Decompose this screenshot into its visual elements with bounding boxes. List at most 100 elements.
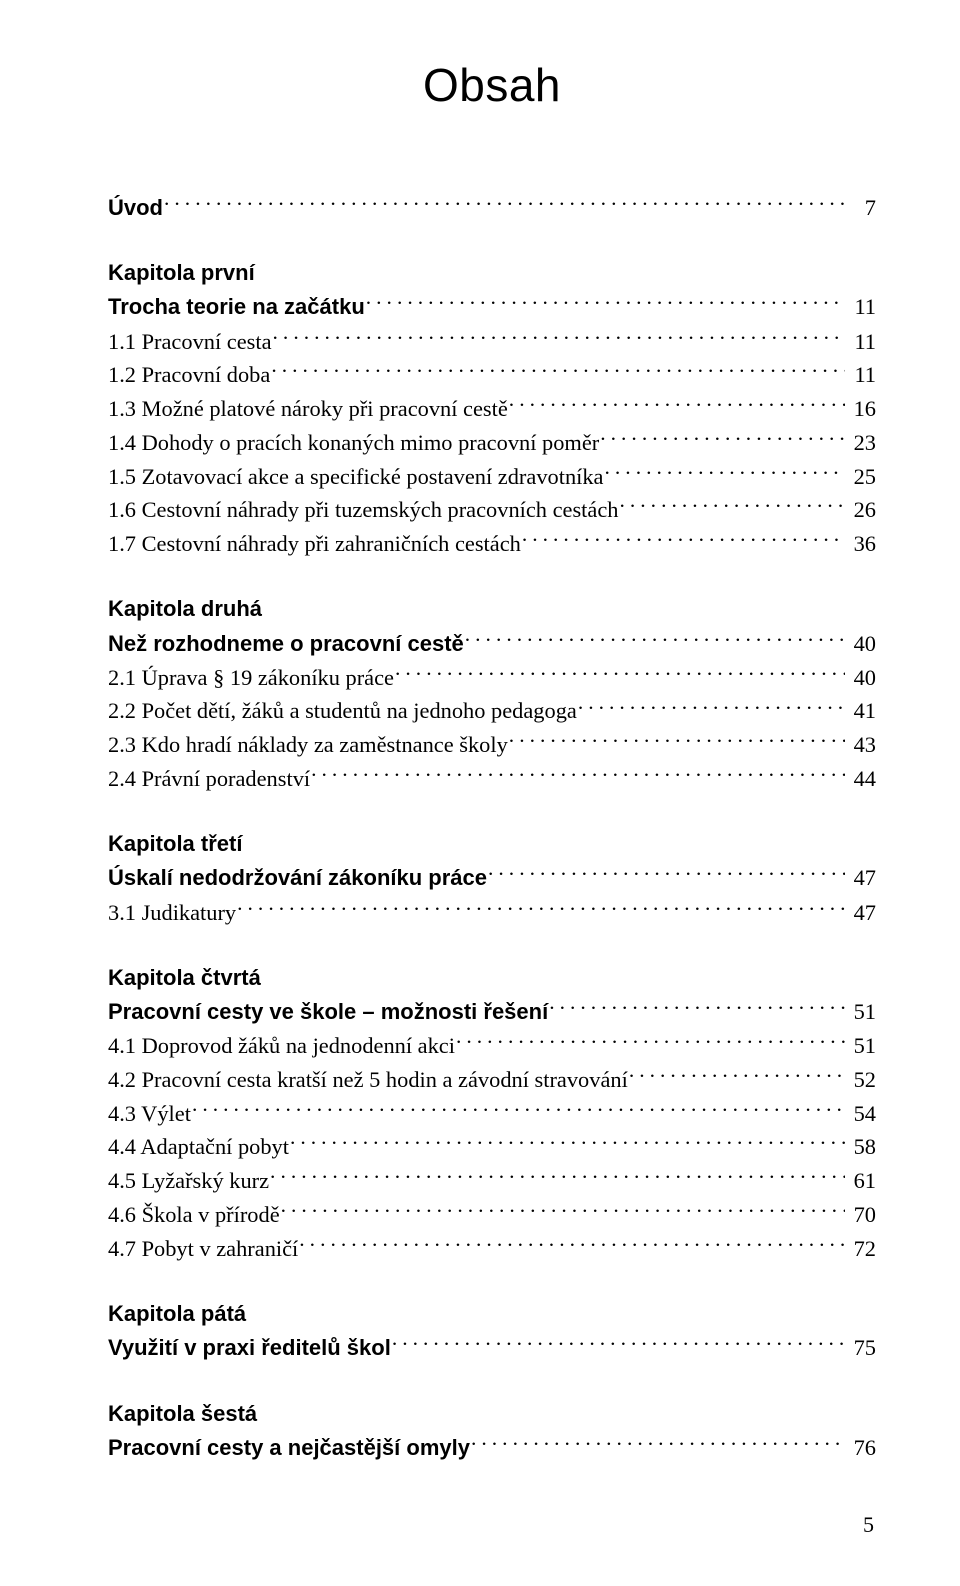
chapter-heading: Kapitola třetí xyxy=(108,828,876,861)
toc-entry-page: 76 xyxy=(848,1431,876,1464)
toc-row: 3.1 Judikatury 47 xyxy=(108,895,876,929)
dot-leader xyxy=(271,358,845,383)
dot-leader xyxy=(605,459,846,484)
chapter-heading: Kapitola šestá xyxy=(108,1398,876,1431)
toc-entry-label: 2.2 Počet dětí, žáků a studentů na jedno… xyxy=(108,694,577,727)
toc-entry-label: Úvod xyxy=(108,192,163,225)
toc-entry-page: 61 xyxy=(848,1164,876,1197)
toc-entry-label: 1.4 Dohody o pracích konaných mimo praco… xyxy=(108,426,599,459)
toc-entry-page: 40 xyxy=(848,627,876,660)
toc-entry-label: 4.5 Lyžařský kurz xyxy=(108,1164,269,1197)
toc-entry-page: 54 xyxy=(848,1097,876,1130)
toc-entry-page: 25 xyxy=(848,460,876,493)
toc-entry-label: Využití v praxi ředitelů škol xyxy=(108,1332,391,1365)
toc-entry-page: 11 xyxy=(848,290,876,323)
dot-leader xyxy=(509,728,845,753)
toc-row: 4.4 Adaptační pobyt 58 xyxy=(108,1130,876,1164)
toc-row: 1.6 Cestovní náhrady při tuzemských prac… xyxy=(108,493,876,527)
chapter-heading: Kapitola čtvrtá xyxy=(108,962,876,995)
dot-leader xyxy=(522,527,845,552)
toc-entry-label: 4.1 Doprovod žáků na jednodenní akci xyxy=(108,1029,455,1062)
toc-row: Pracovní cesty a nejčastější omyly76 xyxy=(108,1430,876,1464)
dot-leader xyxy=(392,1330,845,1355)
toc-row: Úskalí nedodržování zákoníku práce 47 xyxy=(108,861,876,895)
toc-row: Úvod 7 xyxy=(108,190,876,224)
chapter-heading: Kapitola první xyxy=(108,257,876,290)
toc-entry-label: 4.3 Výlet xyxy=(108,1097,191,1130)
toc-entry-page: 44 xyxy=(848,762,876,795)
toc-row: Využití v praxi ředitelů škol 75 xyxy=(108,1330,876,1364)
toc-entry-label: 4.6 Škola v přírodě xyxy=(108,1198,280,1231)
page-title: Obsah xyxy=(108,58,876,112)
toc-entry-page: 70 xyxy=(848,1198,876,1231)
toc-entry-label: 1.6 Cestovní náhrady při tuzemských prac… xyxy=(108,493,618,526)
toc-row: Trocha teorie na začátku11 xyxy=(108,290,876,324)
dot-leader xyxy=(237,895,845,920)
toc-entry-page: 23 xyxy=(848,426,876,459)
toc-entry-label: 1.2 Pracovní doba xyxy=(108,358,270,391)
chapter-heading: Kapitola pátá xyxy=(108,1298,876,1331)
dot-leader xyxy=(192,1096,845,1121)
toc-entry-page: 72 xyxy=(848,1232,876,1265)
toc-entry-page: 41 xyxy=(848,694,876,727)
toc-entry-label: 1.7 Cestovní náhrady při zahraničních ce… xyxy=(108,527,521,560)
toc-entry-label: Než rozhodneme o pracovní cestě xyxy=(108,628,464,661)
toc-entry-label: 2.1 Úprava § 19 zákoníku práce xyxy=(108,661,394,694)
toc-entry-label: 4.7 Pobyt v zahraničí xyxy=(108,1232,298,1265)
toc-entry-page: 58 xyxy=(848,1130,876,1163)
page-number: 5 xyxy=(108,1512,876,1538)
toc-row: 2.1 Úprava § 19 zákoníku práce 40 xyxy=(108,660,876,694)
toc-entry-page: 51 xyxy=(848,1029,876,1062)
dot-leader xyxy=(549,994,845,1019)
toc-entry-page: 47 xyxy=(848,861,876,894)
dot-leader xyxy=(456,1028,845,1053)
toc-entry-label: 1.1 Pracovní cesta xyxy=(108,325,272,358)
toc-entry-label: Pracovní cesty ve škole – možnosti řešen… xyxy=(108,996,548,1029)
toc-row: 4.3 Výlet 54 xyxy=(108,1096,876,1130)
dot-leader xyxy=(311,761,845,786)
toc-entry-page: 52 xyxy=(848,1063,876,1096)
toc-entry-label: 1.5 Zotavovací akce a specifické postave… xyxy=(108,460,604,493)
toc-entry-label: 4.2 Pracovní cesta kratší než 5 hodin a … xyxy=(108,1063,628,1096)
toc-entry-page: 11 xyxy=(848,358,876,391)
toc-row: 2.4 Právní poradenství 44 xyxy=(108,761,876,795)
toc-entry-page: 47 xyxy=(848,896,876,929)
toc-entry-label: 4.4 Adaptační pobyt xyxy=(108,1130,289,1163)
dot-leader xyxy=(509,391,845,416)
dot-leader xyxy=(471,1430,845,1455)
toc-entry-page: 40 xyxy=(848,661,876,694)
dot-leader xyxy=(600,425,845,450)
toc-row: 1.4 Dohody o pracích konaných mimo praco… xyxy=(108,425,876,459)
toc-entry-page: 51 xyxy=(848,995,876,1028)
dot-leader xyxy=(273,324,845,349)
toc-row: 2.3 Kdo hradí náklady za zaměstnance ško… xyxy=(108,728,876,762)
toc-entry-page: 16 xyxy=(848,392,876,425)
dot-leader xyxy=(488,861,845,886)
toc-entry-label: 1.3 Možné platové nároky při pracovní ce… xyxy=(108,392,508,425)
toc-row: 4.6 Škola v přírodě 70 xyxy=(108,1197,876,1231)
dot-leader xyxy=(366,290,845,315)
toc-entry-label: Úskalí nedodržování zákoníku práce xyxy=(108,862,487,895)
toc-row: 1.1 Pracovní cesta11 xyxy=(108,324,876,358)
toc-entry-page: 75 xyxy=(848,1331,876,1364)
table-of-contents: Úvod 7 Kapitola prvníTrocha teorie na začá… xyxy=(108,190,876,1464)
toc-row: 1.7 Cestovní náhrady při zahraničních ce… xyxy=(108,527,876,561)
toc-entry-label: 3.1 Judikatury xyxy=(108,896,236,929)
dot-leader xyxy=(164,190,845,215)
dot-leader xyxy=(578,694,845,719)
dot-leader xyxy=(299,1231,845,1256)
toc-row: Pracovní cesty ve škole – možnosti řešen… xyxy=(108,994,876,1028)
toc-entry-page: 7 xyxy=(848,191,876,224)
toc-row: 4.2 Pracovní cesta kratší než 5 hodin a … xyxy=(108,1062,876,1096)
toc-entry-label: 2.3 Kdo hradí náklady za zaměstnance ško… xyxy=(108,728,508,761)
dot-leader xyxy=(465,626,845,651)
toc-entry-page: 43 xyxy=(848,728,876,761)
toc-row: 1.3 Možné platové nároky při pracovní ce… xyxy=(108,391,876,425)
toc-entry-label: 2.4 Právní poradenství xyxy=(108,762,310,795)
toc-row: Než rozhodneme o pracovní cestě 40 xyxy=(108,626,876,660)
toc-row: 1.2 Pracovní doba 11 xyxy=(108,358,876,392)
toc-row: 1.5 Zotavovací akce a specifické postave… xyxy=(108,459,876,493)
dot-leader xyxy=(290,1130,845,1155)
toc-row: 4.7 Pobyt v zahraničí 72 xyxy=(108,1231,876,1265)
toc-row: 2.2 Počet dětí, žáků a studentů na jedno… xyxy=(108,694,876,728)
